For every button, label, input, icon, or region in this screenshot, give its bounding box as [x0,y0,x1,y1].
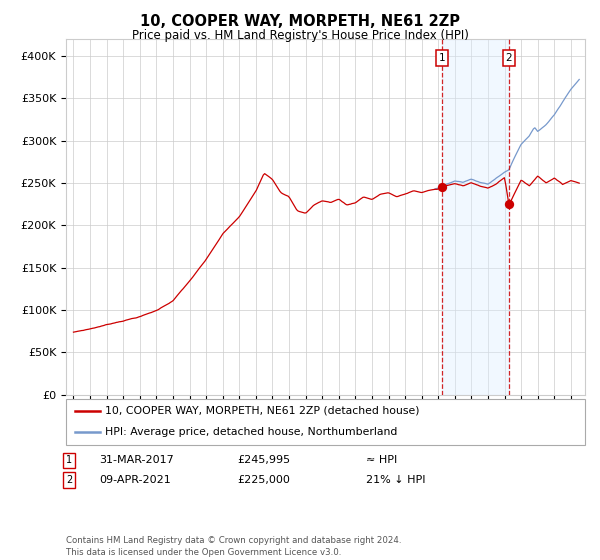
Text: 09-APR-2021: 09-APR-2021 [99,475,171,485]
FancyBboxPatch shape [66,399,585,445]
Point [504,200,514,209]
Text: £245,995: £245,995 [237,455,290,465]
Text: 21% ↓ HPI: 21% ↓ HPI [366,475,425,485]
Text: 2: 2 [66,475,72,485]
Text: ≈ HPI: ≈ HPI [366,455,397,465]
Text: HPI: Average price, detached house, Northumberland: HPI: Average price, detached house, Nort… [105,427,397,437]
Text: £225,000: £225,000 [237,475,290,485]
Text: 1: 1 [439,53,446,63]
Point [437,182,447,191]
Text: 31-MAR-2017: 31-MAR-2017 [99,455,174,465]
Text: 1: 1 [66,455,72,465]
Text: 10, COOPER WAY, MORPETH, NE61 2ZP: 10, COOPER WAY, MORPETH, NE61 2ZP [140,14,460,29]
Text: 2: 2 [506,53,512,63]
Text: Contains HM Land Registry data © Crown copyright and database right 2024.
This d: Contains HM Land Registry data © Crown c… [66,536,401,557]
Text: Price paid vs. HM Land Registry's House Price Index (HPI): Price paid vs. HM Land Registry's House … [131,29,469,42]
Bar [442,39,509,395]
Text: 10, COOPER WAY, MORPETH, NE61 2ZP (detached house): 10, COOPER WAY, MORPETH, NE61 2ZP (detac… [105,406,419,416]
